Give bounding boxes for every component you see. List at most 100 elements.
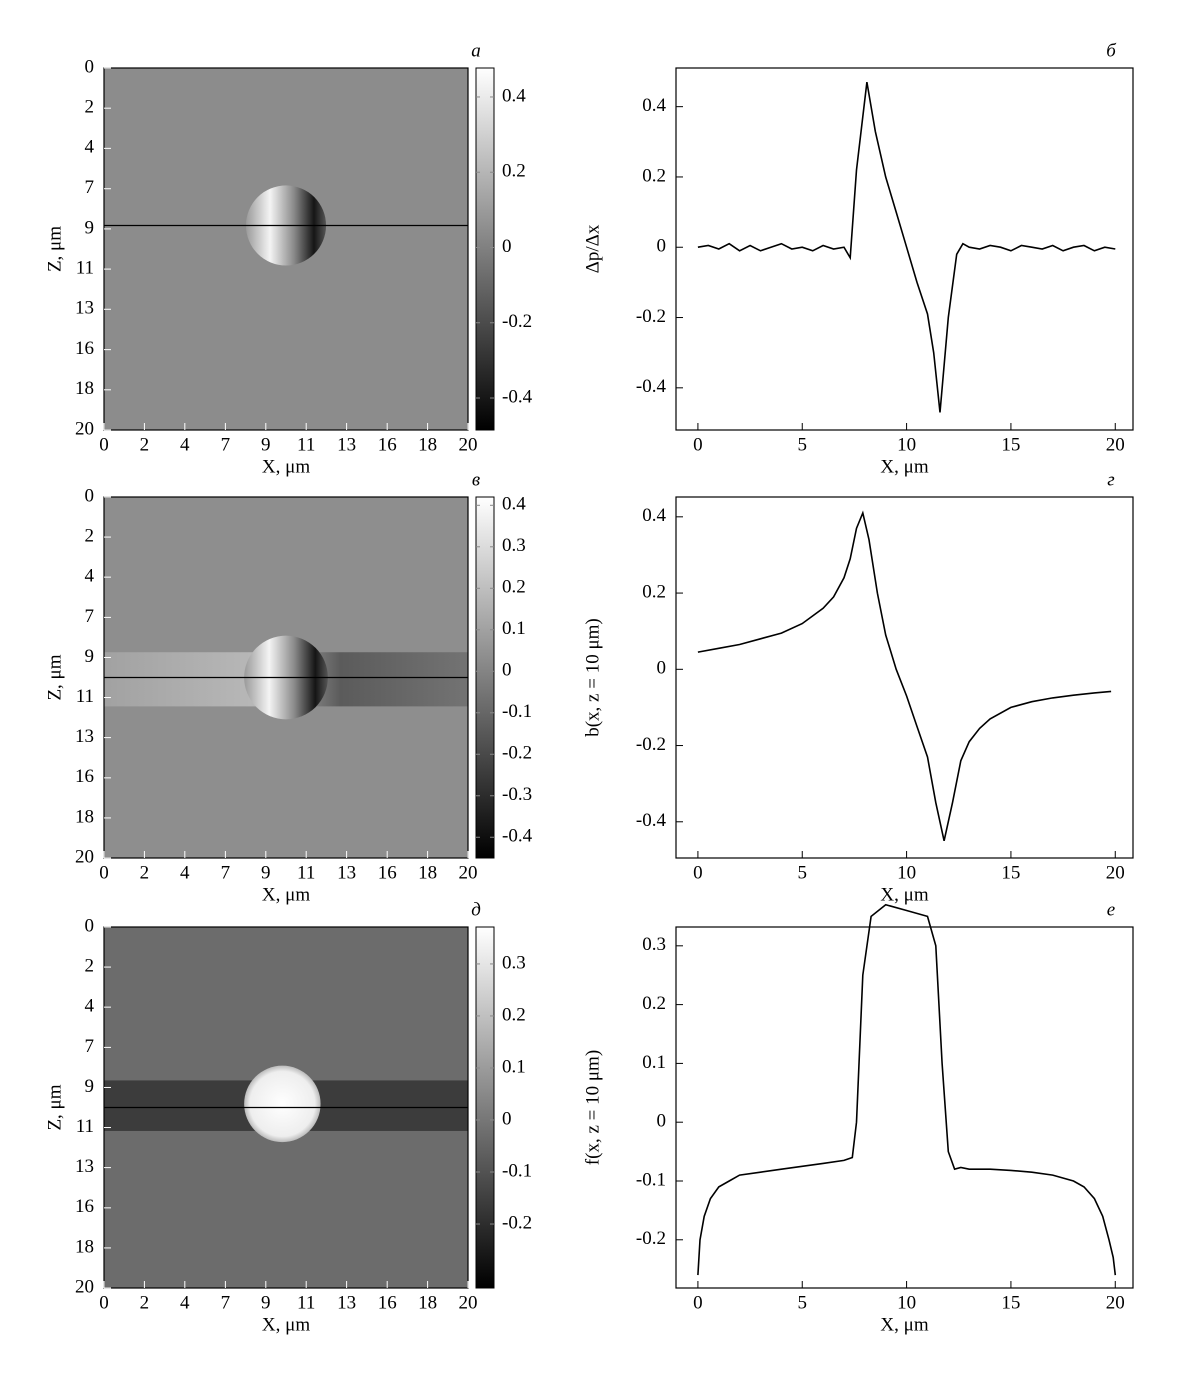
- colorbar-tick-label: 0.2: [502, 161, 526, 182]
- x-tick-label: 16: [378, 1292, 397, 1313]
- y-tick-label: 0.2: [642, 165, 666, 186]
- colorbar: [475, 496, 495, 859]
- colorbar-tick-label: -0.2: [502, 1212, 532, 1233]
- colorbar-tick-label: -0.2: [502, 311, 532, 332]
- y-tick-label: 0: [85, 56, 95, 77]
- colorbar: [475, 67, 495, 431]
- y-tick-label: 11: [76, 1116, 94, 1137]
- colorbar-tick-label: 0.2: [502, 577, 526, 598]
- x-axis-label: X, μm: [880, 1314, 928, 1335]
- y-tick-label: 2: [85, 97, 95, 118]
- x-axis-label: X, μm: [880, 884, 928, 905]
- y-tick-label: -0.2: [636, 734, 666, 755]
- x-tick-label: 7: [221, 862, 231, 883]
- y-tick-label: 0: [657, 1111, 667, 1132]
- x-tick-label: 18: [418, 1292, 437, 1313]
- y-tick-label: 7: [85, 177, 95, 198]
- y-tick-label: -0.4: [636, 810, 667, 831]
- x-tick-label: 20: [459, 434, 478, 455]
- plot-frame: [103, 496, 469, 859]
- y-axis-label: Δp/Δx: [582, 224, 603, 273]
- x-tick-label: 13: [337, 434, 356, 455]
- colorbar-tick-label: 0.4: [502, 85, 526, 106]
- x-tick-label: 9: [261, 434, 271, 455]
- panel-label: е: [1107, 899, 1115, 920]
- x-tick-label: 4: [180, 1292, 190, 1313]
- x-tick-label: 15: [1001, 1292, 1020, 1313]
- x-tick-label: 4: [180, 434, 190, 455]
- y-tick-label: 13: [75, 298, 94, 319]
- x-tick-label: 0: [99, 1292, 109, 1313]
- colorbar-tick-label: 0.1: [502, 618, 526, 639]
- y-tick-label: 0.4: [642, 505, 666, 526]
- x-tick-label: 10: [897, 862, 916, 883]
- y-tick-label: 13: [75, 726, 94, 747]
- plot-frame: [675, 926, 1134, 1289]
- y-tick-label: 0: [85, 485, 95, 506]
- y-tick-label: 4: [85, 137, 95, 158]
- y-tick-label: 0: [657, 658, 667, 679]
- y-tick-label: 18: [75, 378, 94, 399]
- y-tick-label: 4: [85, 566, 95, 587]
- x-axis-label: X, μm: [262, 1314, 310, 1335]
- plot-frame: [675, 67, 1134, 431]
- y-tick-label: -0.2: [636, 1228, 666, 1249]
- colorbar-tick-label: 0.1: [502, 1056, 526, 1077]
- colorbar-tick-label: -0.3: [502, 784, 532, 805]
- y-axis-label: Z, μm: [44, 226, 65, 272]
- x-tick-label: 10: [897, 1292, 916, 1313]
- colorbar-tick-label: -0.1: [502, 1160, 532, 1181]
- x-tick-label: 16: [378, 862, 397, 883]
- y-tick-label: 0: [85, 915, 95, 936]
- y-tick-label: 13: [75, 1156, 94, 1177]
- plot-frame: [103, 67, 469, 431]
- plot-frame: [103, 926, 469, 1289]
- x-tick-label: 20: [1106, 862, 1125, 883]
- panel-label: б: [1106, 40, 1117, 61]
- x-tick-label: 18: [418, 434, 437, 455]
- y-axis-label: b(x, z = 10 μm): [582, 618, 603, 737]
- y-tick-label: 9: [85, 1076, 95, 1097]
- y-tick-label: 7: [85, 606, 95, 627]
- colorbar-tick-label: -0.4: [502, 386, 533, 407]
- colorbar-tick-label: -0.4: [502, 826, 533, 847]
- y-tick-label: 18: [75, 1236, 94, 1257]
- y-tick-label: 9: [85, 217, 95, 238]
- image: [104, 68, 468, 430]
- y-tick-label: 18: [75, 806, 94, 827]
- colorbar-tick-label: -0.2: [502, 743, 532, 764]
- y-tick-label: 9: [85, 646, 95, 667]
- x-tick-label: 10: [897, 434, 916, 455]
- colorbar-tick-label: 0: [502, 1108, 512, 1129]
- y-axis-label: Z, μm: [44, 1084, 65, 1130]
- y-tick-label: -0.4: [636, 376, 667, 397]
- x-tick-label: 18: [418, 862, 437, 883]
- y-tick-label: -0.2: [636, 306, 666, 327]
- panel-label: г: [1107, 469, 1114, 490]
- x-axis-label: X, μm: [262, 884, 310, 905]
- y-tick-label: 11: [76, 257, 94, 278]
- colorbar-tick-label: 0.3: [502, 952, 526, 973]
- colorbar: [475, 926, 495, 1289]
- particle: [244, 1065, 321, 1143]
- x-tick-label: 7: [221, 434, 231, 455]
- data-line: [697, 81, 1116, 413]
- x-tick-label: 0: [693, 862, 703, 883]
- y-tick-label: 0: [657, 236, 667, 257]
- x-tick-label: 7: [221, 1292, 231, 1313]
- colorbar-tick-label: 0.4: [502, 494, 526, 515]
- x-tick-label: 2: [140, 862, 150, 883]
- y-tick-label: 11: [76, 686, 94, 707]
- x-tick-label: 5: [797, 1292, 807, 1313]
- y-tick-label: -0.1: [636, 1169, 666, 1190]
- colorbar-tick-label: -0.1: [502, 701, 532, 722]
- colorbar-tick-label: 0: [502, 236, 512, 257]
- x-tick-label: 2: [140, 1292, 150, 1313]
- x-tick-label: 11: [297, 1292, 315, 1313]
- x-tick-label: 0: [693, 434, 703, 455]
- x-tick-label: 20: [459, 1292, 478, 1313]
- x-tick-label: 20: [1106, 1292, 1125, 1313]
- colorbar-tick-label: 0.3: [502, 535, 526, 556]
- y-tick-label: 20: [75, 418, 94, 439]
